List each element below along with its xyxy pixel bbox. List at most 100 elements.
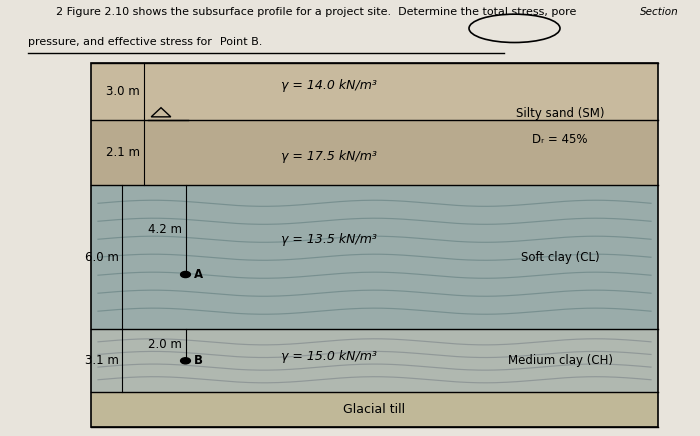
Point	[279, 109, 290, 116]
Point	[462, 159, 473, 166]
Point	[401, 147, 412, 154]
Point	[419, 171, 430, 178]
Point	[496, 103, 507, 110]
Point	[158, 358, 169, 364]
Point	[236, 139, 247, 146]
Point	[236, 363, 247, 370]
Point	[245, 177, 256, 184]
Point	[245, 133, 256, 140]
Point	[253, 171, 265, 178]
Point	[218, 165, 230, 172]
Point	[384, 159, 395, 166]
Point	[210, 171, 221, 178]
Point	[228, 121, 239, 128]
Point	[175, 109, 186, 116]
Point	[193, 171, 204, 178]
Point	[332, 363, 343, 370]
Point	[228, 358, 239, 364]
Point	[557, 133, 568, 140]
Point	[262, 369, 273, 376]
Point	[175, 133, 186, 140]
Point	[566, 358, 577, 364]
Point	[262, 115, 273, 122]
Point	[366, 375, 377, 382]
Point	[271, 183, 282, 190]
Point	[522, 159, 533, 166]
Point	[366, 159, 377, 166]
Point	[505, 369, 517, 376]
Point	[549, 115, 560, 122]
Point	[583, 189, 594, 196]
Point	[375, 369, 386, 376]
Point	[540, 133, 551, 140]
Point	[314, 126, 326, 133]
Point	[444, 189, 456, 196]
Point	[167, 189, 178, 196]
Point	[496, 121, 507, 128]
Point	[218, 189, 230, 196]
Point	[375, 147, 386, 154]
Point	[505, 363, 517, 370]
Point	[531, 369, 542, 376]
Point	[540, 147, 551, 154]
Point	[262, 133, 273, 140]
Point	[236, 189, 247, 196]
Point	[496, 358, 507, 364]
Point	[427, 358, 438, 364]
Point	[444, 171, 456, 178]
Point	[262, 363, 273, 370]
Point	[514, 369, 525, 376]
Point	[167, 153, 178, 160]
Point	[323, 165, 334, 172]
Point	[435, 369, 447, 376]
Point	[314, 159, 326, 166]
Point	[314, 133, 326, 140]
Point	[522, 115, 533, 122]
Point	[340, 153, 351, 160]
Point	[410, 358, 421, 364]
Point	[384, 103, 395, 110]
Point	[531, 159, 542, 166]
Point	[557, 171, 568, 178]
Point	[332, 159, 343, 166]
Point	[366, 133, 377, 140]
Point	[583, 363, 594, 370]
Point	[444, 153, 456, 160]
Point	[218, 115, 230, 122]
Point	[332, 121, 343, 128]
Point	[549, 133, 560, 140]
Point	[340, 171, 351, 178]
Point	[271, 171, 282, 178]
Point	[202, 358, 213, 364]
Point	[444, 121, 456, 128]
Point	[358, 171, 369, 178]
Point	[444, 147, 456, 154]
Point	[496, 159, 507, 166]
Text: 3.0 m: 3.0 m	[106, 85, 140, 98]
Point	[479, 126, 490, 133]
Point	[279, 115, 290, 122]
Text: Silty sand (SM): Silty sand (SM)	[516, 107, 604, 120]
Point	[522, 133, 533, 140]
Text: 3.1 m: 3.1 m	[85, 354, 119, 367]
Point	[323, 189, 334, 196]
Point	[505, 139, 517, 146]
Point	[496, 171, 507, 178]
Point	[384, 147, 395, 154]
Point	[279, 165, 290, 172]
Point	[410, 147, 421, 154]
Point	[531, 171, 542, 178]
Point	[531, 153, 542, 160]
Point	[435, 171, 447, 178]
Point	[314, 165, 326, 172]
Point	[410, 115, 421, 122]
Point	[540, 121, 551, 128]
Point	[575, 153, 586, 160]
Point	[514, 375, 525, 382]
Point	[549, 375, 560, 382]
Point	[314, 109, 326, 116]
Point	[479, 183, 490, 190]
Point	[496, 189, 507, 196]
Point	[323, 363, 334, 370]
Point	[305, 147, 316, 154]
